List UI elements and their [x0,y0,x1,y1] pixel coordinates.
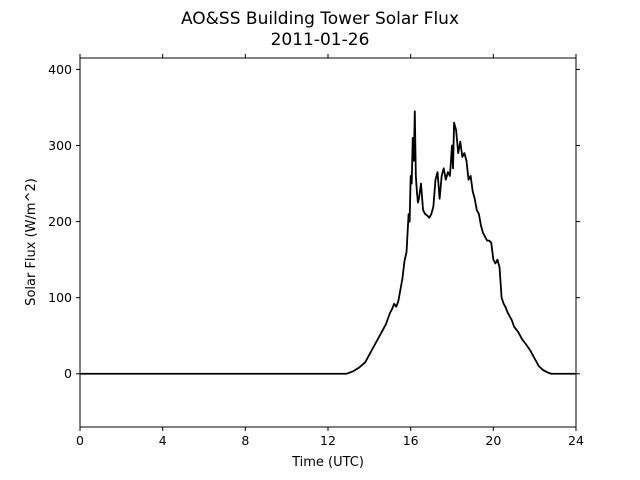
x-tick-label: 12 [320,433,336,448]
series-line [80,110,576,375]
x-tick-label: 16 [403,433,419,448]
tick-labels: 0 4 8 12 16 20 24 0 100 200 300 400 [48,62,584,448]
x-tick-label: 20 [485,433,501,448]
y-tick-label: 100 [48,290,72,305]
x-axis-label: Time (UTC) [291,455,364,470]
x-tick-label: 8 [241,433,249,448]
x-tick-label: 4 [159,433,167,448]
chart-title: AO&SS Building Tower Solar Flux [181,9,459,29]
y-axis-label: Solar Flux (W/m^2) [24,178,39,306]
y-tick-label: 200 [48,214,72,229]
y-tick-label: 300 [48,138,72,153]
y-tick-label: 0 [64,366,72,381]
y-tick-label: 400 [48,62,72,77]
x-tick-label: 0 [76,433,84,448]
plot-frame [79,57,577,428]
chart-subtitle: 2011-01-26 [271,30,370,50]
x-tick-label: 24 [568,433,584,448]
axis-ticks [76,54,580,431]
